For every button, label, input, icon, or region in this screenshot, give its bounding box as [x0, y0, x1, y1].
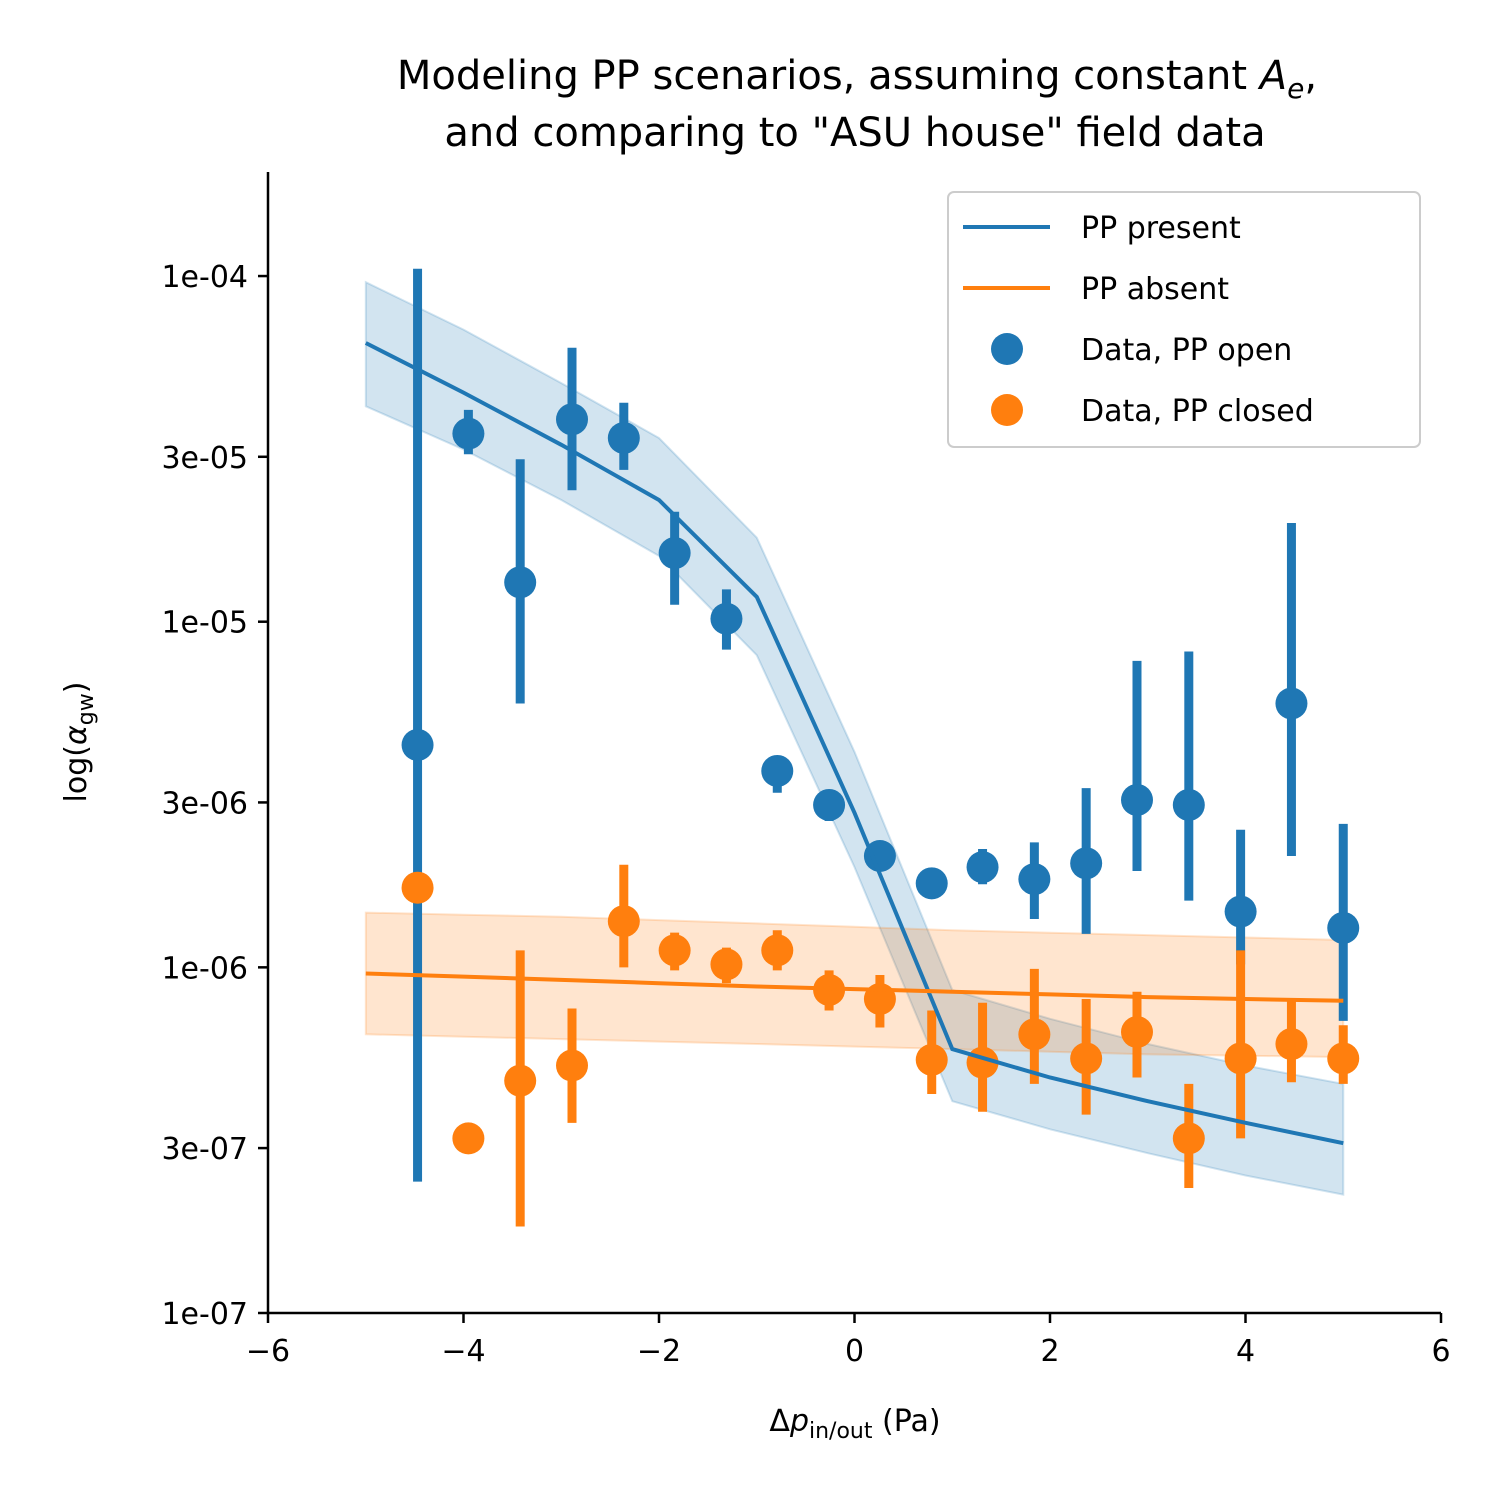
y-tick-label: 3e-05 [161, 441, 248, 476]
legend-frame [947, 191, 1421, 448]
data-pp-open-point [966, 851, 999, 884]
data-pp-closed-point [504, 1064, 537, 1097]
data-pp-closed-point [1172, 1122, 1205, 1155]
y-tick-label: 1e-07 [161, 1297, 248, 1332]
data-pp-closed-point [1224, 1042, 1257, 1075]
data-pp-closed-point [1120, 1016, 1153, 1049]
x-tick-label: −2 [637, 1334, 681, 1369]
data-pp-closed-point [1275, 1028, 1308, 1061]
data-pp-open-point [1275, 687, 1308, 720]
data-pp-open-point [761, 754, 794, 787]
data-pp-open-point [863, 839, 896, 872]
data-pp-closed-point [401, 871, 434, 904]
x-tick-label: 2 [1040, 1334, 1059, 1369]
legend: PP present PP absent Data, PP open Data,… [947, 191, 1421, 448]
data-pp-open-point [607, 421, 640, 454]
y-axis-label: log(αgw) [59, 682, 99, 803]
chart-title-line1: Modeling PP scenarios, assuming constant… [397, 53, 1317, 105]
legend-marker-pp-closed [991, 394, 1023, 426]
data-pp-open-point [1224, 895, 1257, 928]
pp-absent-line [365, 971, 1344, 1003]
legend-marker-pp-open [991, 333, 1023, 365]
data-pp-open-point [1327, 911, 1360, 944]
legend-label-pp-closed: Data, PP closed [1081, 394, 1314, 429]
y-tick-label: 1e-05 [161, 606, 248, 641]
pp-present-line [364, 341, 1344, 1146]
data-pp-open-point [1120, 783, 1153, 816]
data-pp-closed-point [710, 948, 743, 981]
data-markers [401, 403, 1360, 1155]
x-axis-ticks: −6 −4 −2 0 2 4 6 [246, 1313, 1451, 1369]
y-axis-ticks: 1e-07 3e-07 1e-06 3e-06 1e-05 3e-05 1e-04 [161, 260, 268, 1332]
data-pp-open-point [452, 417, 485, 450]
legend-label-pp-absent: PP absent [1081, 272, 1229, 307]
y-tick-label: 1e-04 [161, 260, 248, 295]
model-lines [364, 341, 1344, 1146]
data-pp-open-point [813, 788, 846, 821]
data-pp-open-point [915, 867, 948, 900]
x-tick-label: −4 [441, 1334, 485, 1369]
y-tick-label: 1e-06 [161, 951, 248, 986]
x-tick-label: 0 [845, 1334, 864, 1369]
data-pp-closed-point [658, 934, 691, 967]
data-pp-open-point [401, 728, 434, 761]
y-tick-label: 3e-06 [161, 786, 248, 821]
data-pp-open-point [556, 403, 589, 436]
data-pp-closed-point [761, 934, 794, 967]
data-pp-open-point [1070, 847, 1103, 880]
x-tick-label: −6 [246, 1334, 290, 1369]
x-axis-label: Δpin/out (Pa) [769, 1404, 940, 1444]
data-pp-open-point [1018, 863, 1051, 896]
pp-present-band [364, 280, 1345, 1196]
data-pp-closed-point [1070, 1042, 1103, 1075]
data-pp-closed-point [1018, 1018, 1051, 1051]
data-pp-closed-point [607, 905, 640, 938]
data-pp-open-point [710, 602, 743, 635]
data-pp-open-point [658, 537, 691, 570]
legend-label-pp-open: Data, PP open [1081, 333, 1292, 368]
y-tick-label: 3e-07 [161, 1132, 248, 1167]
data-pp-closed-point [452, 1122, 485, 1155]
x-tick-label: 4 [1236, 1334, 1255, 1369]
confidence-bands [364, 280, 1345, 1196]
data-pp-open-point [1172, 788, 1205, 821]
chart-title-line2: and comparing to "ASU house" field data [444, 110, 1265, 156]
data-pp-closed-point [915, 1043, 948, 1076]
data-pp-closed-point [556, 1049, 589, 1082]
legend-label-pp-present: PP present [1081, 211, 1241, 246]
data-pp-open-point [504, 566, 537, 599]
x-tick-label: 6 [1431, 1334, 1450, 1369]
data-pp-closed-point [1327, 1042, 1360, 1075]
